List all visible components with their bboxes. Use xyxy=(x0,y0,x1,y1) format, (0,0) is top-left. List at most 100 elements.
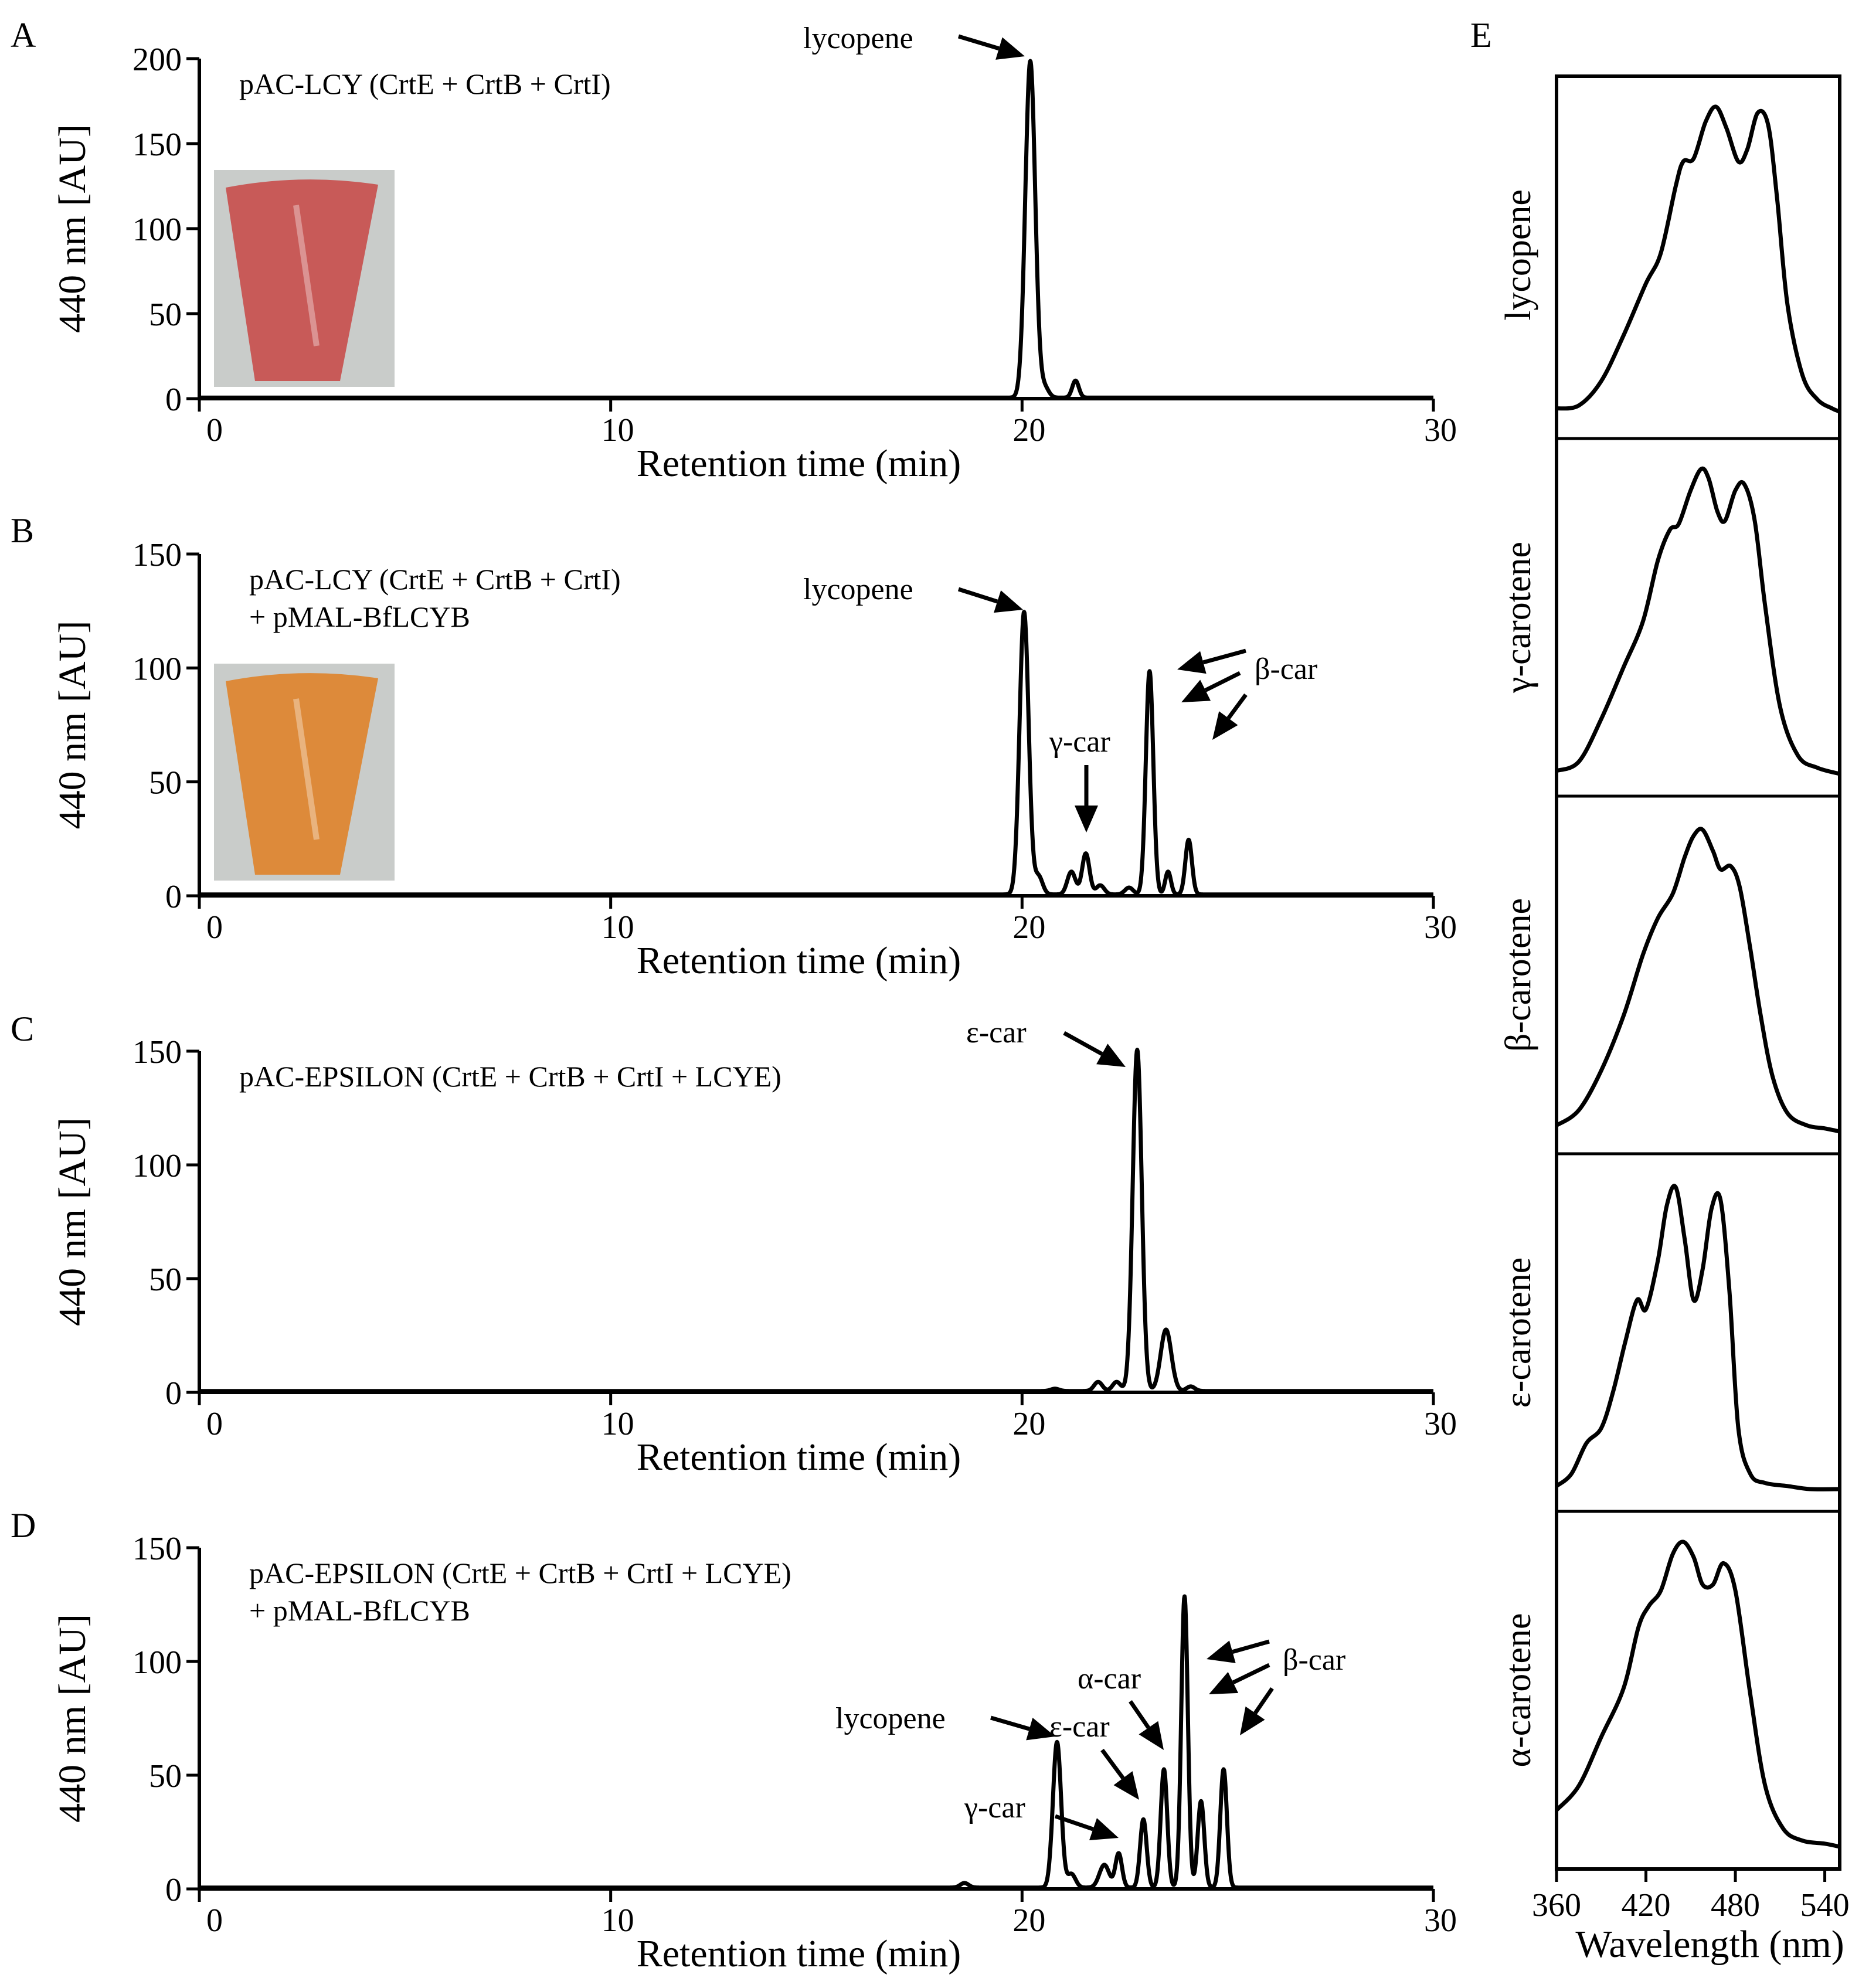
y-tick-label: 0 xyxy=(165,382,182,418)
x-tick-label: 20 xyxy=(1012,1902,1045,1939)
peak-arrow xyxy=(1209,1663,1270,1694)
y-axis-label: 440 nm [AU] xyxy=(51,1614,94,1823)
panel-label: B xyxy=(11,511,34,550)
peak-label: α-car xyxy=(1078,1662,1141,1695)
x-tick-label: 480 xyxy=(1711,1887,1760,1924)
spectrum-2: β-carotene xyxy=(1498,827,1840,1134)
culture-photo xyxy=(214,170,395,387)
x-tick-label: 30 xyxy=(1424,412,1457,448)
peak-arrow xyxy=(957,34,1025,60)
x-tick-label: 30 xyxy=(1424,1406,1457,1442)
peak-arrow xyxy=(1075,765,1098,832)
spectrum-name: β-carotene xyxy=(1498,898,1538,1052)
condition-label: pAC-LCY (CrtE + CrtB + CrtI) xyxy=(239,67,611,100)
x-tick-label: 0 xyxy=(206,412,223,448)
y-tick-label: 200 xyxy=(132,42,182,78)
peak-arrow xyxy=(1177,648,1246,674)
x-axis-label: Retention time (min) xyxy=(637,939,961,982)
spectrum-trace xyxy=(1555,827,1840,1134)
condition-label: pAC-LCY (CrtE + CrtB + CrtI) xyxy=(249,563,621,596)
y-axis-label: 440 nm [AU] xyxy=(51,1117,94,1326)
peak-arrow xyxy=(1063,1031,1126,1067)
peak-label: lycopene xyxy=(803,22,913,55)
x-tick-label: 20 xyxy=(1012,909,1045,946)
y-tick-label: 0 xyxy=(165,879,182,915)
y-tick-label: 150 xyxy=(132,537,182,573)
condition-label: pAC-EPSILON (CrtE + CrtB + CrtI + LCYE) xyxy=(239,1060,781,1093)
x-axis-label: Retention time (min) xyxy=(637,1436,961,1479)
y-tick-label: 50 xyxy=(149,297,182,333)
x-tick-label: 540 xyxy=(1800,1887,1850,1924)
chromatogram-panel-d: D 0 50 100 150 0 10 20 30 Retention time (min) 440… xyxy=(11,1506,1457,1975)
y-tick-label: 50 xyxy=(149,1262,182,1298)
panel-label: E xyxy=(1470,16,1492,55)
peak-arrow xyxy=(1054,1814,1119,1841)
chromatogram-panel-c: C 0 50 100 150 0 10 20 30 Retention time (min) 440… xyxy=(11,1010,1457,1479)
panel-label: C xyxy=(11,1010,34,1048)
x-tick-label: 0 xyxy=(206,1406,223,1442)
spectrum-trace xyxy=(1555,1540,1840,1849)
y-tick-label: 100 xyxy=(132,1148,182,1184)
spectrum-0: lycopene xyxy=(1498,104,1841,414)
chromatogram-trace xyxy=(198,610,1435,897)
y-axis-label: 440 nm [AU] xyxy=(51,621,94,830)
x-tick-label: 10 xyxy=(602,412,634,448)
y-tick-label: 0 xyxy=(165,1872,182,1908)
peak-arrow xyxy=(1207,1639,1270,1663)
chromatogram-panel-b: B 0 50 100 150 0 10 20 30 Retention time (min) 440… xyxy=(11,511,1457,982)
x-tick-label: 20 xyxy=(1012,412,1045,448)
y-tick-label: 150 xyxy=(132,1531,182,1567)
condition-label: pAC-EPSILON (CrtE + CrtB + CrtI + LCYE) xyxy=(249,1557,791,1589)
peak-arrow xyxy=(1240,1687,1274,1735)
culture-photo xyxy=(214,664,395,881)
y-axis-label: 440 nm [AU] xyxy=(51,124,94,333)
condition-label: + pMAL-BfLCYB xyxy=(249,1594,470,1627)
spectrum-trace xyxy=(1555,466,1840,776)
panel-label: D xyxy=(11,1506,36,1545)
peak-label: γ-car xyxy=(1049,725,1110,759)
spectrum-trace xyxy=(1555,1184,1840,1491)
peak-arrow xyxy=(1212,693,1248,740)
y-tick-label: 100 xyxy=(132,212,182,248)
spectrum-name: γ-carotene xyxy=(1498,542,1538,694)
peak-label: β-car xyxy=(1283,1643,1345,1677)
y-tick-label: 150 xyxy=(132,127,182,163)
chromatogram-trace xyxy=(198,1048,1435,1394)
y-tick-label: 50 xyxy=(149,765,182,801)
y-tick-label: 100 xyxy=(132,1644,182,1681)
spectrum-4: α-carotene xyxy=(1498,1540,1840,1849)
x-tick-label: 10 xyxy=(602,1406,634,1442)
x-axis-label: Retention time (min) xyxy=(637,1932,961,1975)
y-tick-label: 150 xyxy=(132,1034,182,1071)
spectrum-name: α-carotene xyxy=(1498,1613,1538,1767)
peak-arrow xyxy=(1129,1700,1164,1750)
x-tick-label: 0 xyxy=(206,909,223,946)
chromatogram-trace xyxy=(198,1594,1435,1890)
spectrum-name: ε-carotene xyxy=(1498,1258,1538,1408)
y-tick-label: 100 xyxy=(132,651,182,687)
axis-lines xyxy=(198,1051,1433,1394)
x-tick-label: 30 xyxy=(1424,909,1457,946)
peak-arrow xyxy=(1100,1748,1139,1800)
peak-label: γ-car xyxy=(964,1791,1025,1824)
spectrum-3: ε-carotene xyxy=(1498,1184,1840,1491)
peak-label: ε-car xyxy=(966,1016,1027,1049)
peak-label: lycopene xyxy=(803,573,913,606)
spectra-frame xyxy=(1555,74,1841,1871)
peak-arrow xyxy=(990,1715,1055,1741)
peak-label: β-car xyxy=(1255,653,1317,686)
peak-arrow xyxy=(1181,671,1241,702)
spectrum-1: γ-carotene xyxy=(1498,466,1840,776)
chromatogram-panel-a: A 0 50 100 150 200 0 10 20 30 Retention time (min)… xyxy=(11,16,1457,485)
x-tick-label: 10 xyxy=(602,1902,634,1939)
spectrum-trace xyxy=(1556,104,1841,414)
x-tick-label: 10 xyxy=(602,909,634,946)
y-tick-label: 0 xyxy=(165,1375,182,1412)
y-tick-label: 50 xyxy=(149,1758,182,1795)
spectrum-name: lycopene xyxy=(1498,189,1538,321)
peak-arrow xyxy=(957,587,1023,613)
x-tick-label: 30 xyxy=(1424,1902,1457,1939)
x-tick-label: 0 xyxy=(206,1902,223,1939)
